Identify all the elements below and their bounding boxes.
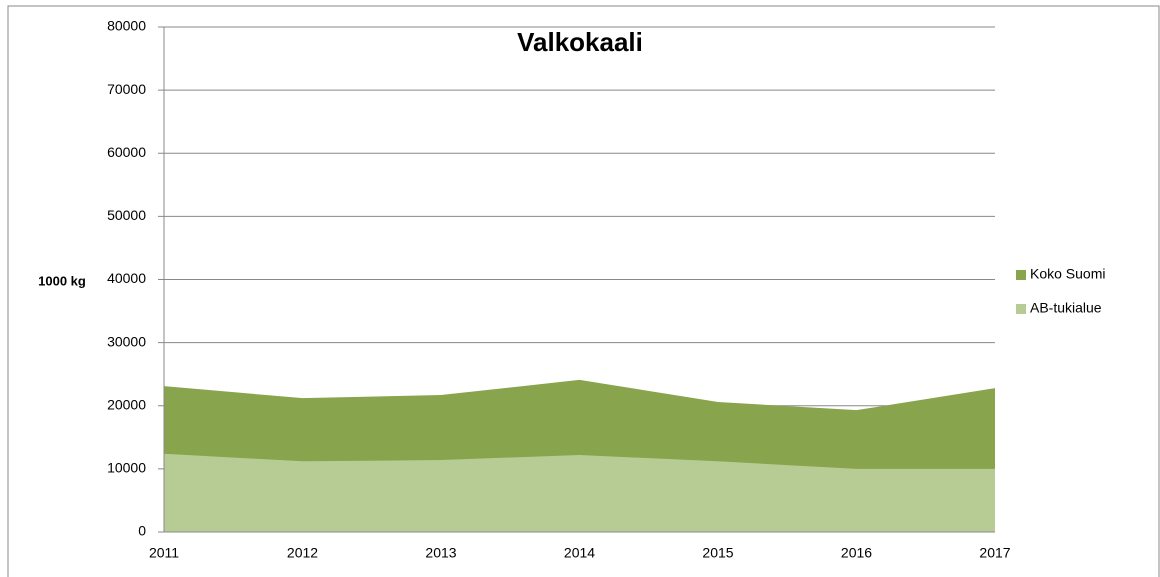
y-tick-label: 70000: [107, 81, 146, 97]
y-tick-label: 80000: [107, 18, 146, 34]
x-tick-label: 2013: [425, 545, 456, 561]
x-tick-label: 2015: [702, 545, 733, 561]
legend-label: Koko Suomi: [1030, 266, 1105, 282]
y-tick-label: 10000: [107, 460, 146, 476]
x-tick-label: 2016: [841, 545, 872, 561]
chart-frame: [7, 5, 1160, 577]
legend-swatch: [1016, 270, 1026, 280]
y-tick-label: 60000: [107, 144, 146, 160]
area: [164, 453, 995, 532]
chart-title: Valkokaali: [517, 27, 643, 57]
y-axis-label: 1000 kg: [38, 273, 86, 288]
y-tick-label: 20000: [107, 396, 146, 412]
y-tick-label: 50000: [107, 207, 146, 223]
y-tick-label: 0: [138, 523, 146, 539]
legend-label: AB-tukialue: [1030, 300, 1102, 316]
x-tick-label: 2011: [149, 545, 179, 561]
y-tick-label: 30000: [107, 333, 146, 349]
x-tick-label: 2012: [287, 545, 318, 561]
x-tick-label: 2017: [979, 545, 1010, 561]
legend-swatch: [1016, 304, 1026, 314]
y-tick-label: 40000: [107, 270, 146, 286]
x-tick-label: 2014: [564, 545, 595, 561]
